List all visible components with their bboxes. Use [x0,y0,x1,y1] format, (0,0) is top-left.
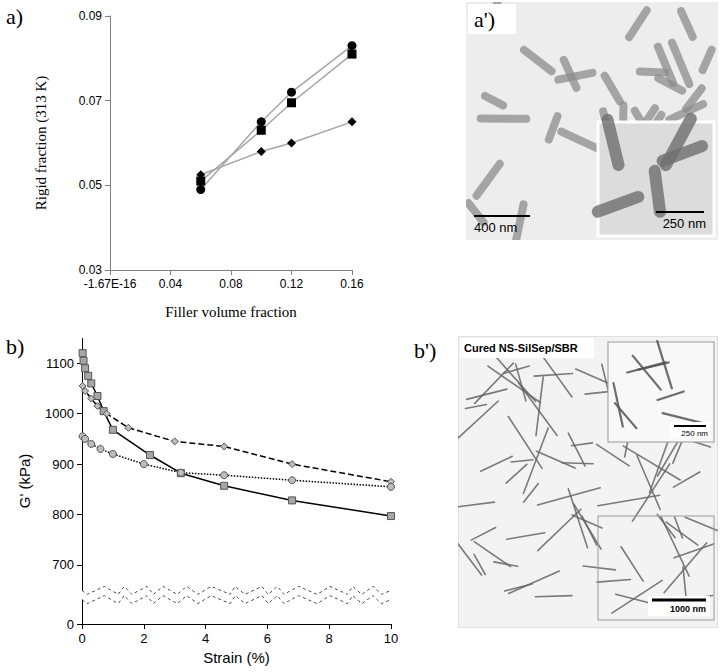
svg-text:8: 8 [326,631,333,646]
svg-text:0.04: 0.04 [159,277,183,291]
svg-text:700: 700 [52,557,74,572]
svg-text:0.12: 0.12 [280,277,304,291]
svg-text:0.07: 0.07 [79,94,103,108]
svg-text:4: 4 [202,631,209,646]
svg-text:900: 900 [52,457,74,472]
svg-text:Cured NS-SilSep/SBR: Cured NS-SilSep/SBR [464,342,578,354]
svg-text:0: 0 [78,631,85,646]
svg-text:0: 0 [67,617,74,632]
svg-text:2: 2 [140,631,147,646]
svg-text:400 nm: 400 nm [474,220,517,235]
html-text:b): b) [6,334,25,359]
svg-text:Rigid fraction (313 K): Rigid fraction (313 K) [33,76,50,211]
html-text:a): a) [6,4,24,29]
svg-text:6: 6 [264,631,271,646]
svg-text:0.08: 0.08 [219,277,243,291]
svg-text:a'): a') [474,7,495,32]
svg-text:1000 nm: 1000 nm [670,604,706,614]
svg-text:0.03: 0.03 [79,263,103,277]
svg-text:0.16: 0.16 [340,277,364,291]
svg-text:Strain (%): Strain (%) [203,649,270,666]
svg-text:G' (kPa): G' (kPa) [16,454,33,509]
svg-text:0.09: 0.09 [79,9,103,23]
svg-text:250 nm: 250 nm [663,216,706,231]
svg-text:0.05: 0.05 [79,178,103,192]
svg-text:1000: 1000 [45,406,74,421]
svg-text:1100: 1100 [46,356,74,371]
svg-text:250 nm: 250 nm [681,429,708,438]
svg-text:-1.67E-16: -1.67E-16 [84,277,137,291]
svg-text:10: 10 [384,631,398,646]
html-text:b'): b') [414,338,437,363]
svg-text:Filler volume fraction: Filler volume fraction [165,304,297,320]
svg-text:800: 800 [52,507,74,522]
